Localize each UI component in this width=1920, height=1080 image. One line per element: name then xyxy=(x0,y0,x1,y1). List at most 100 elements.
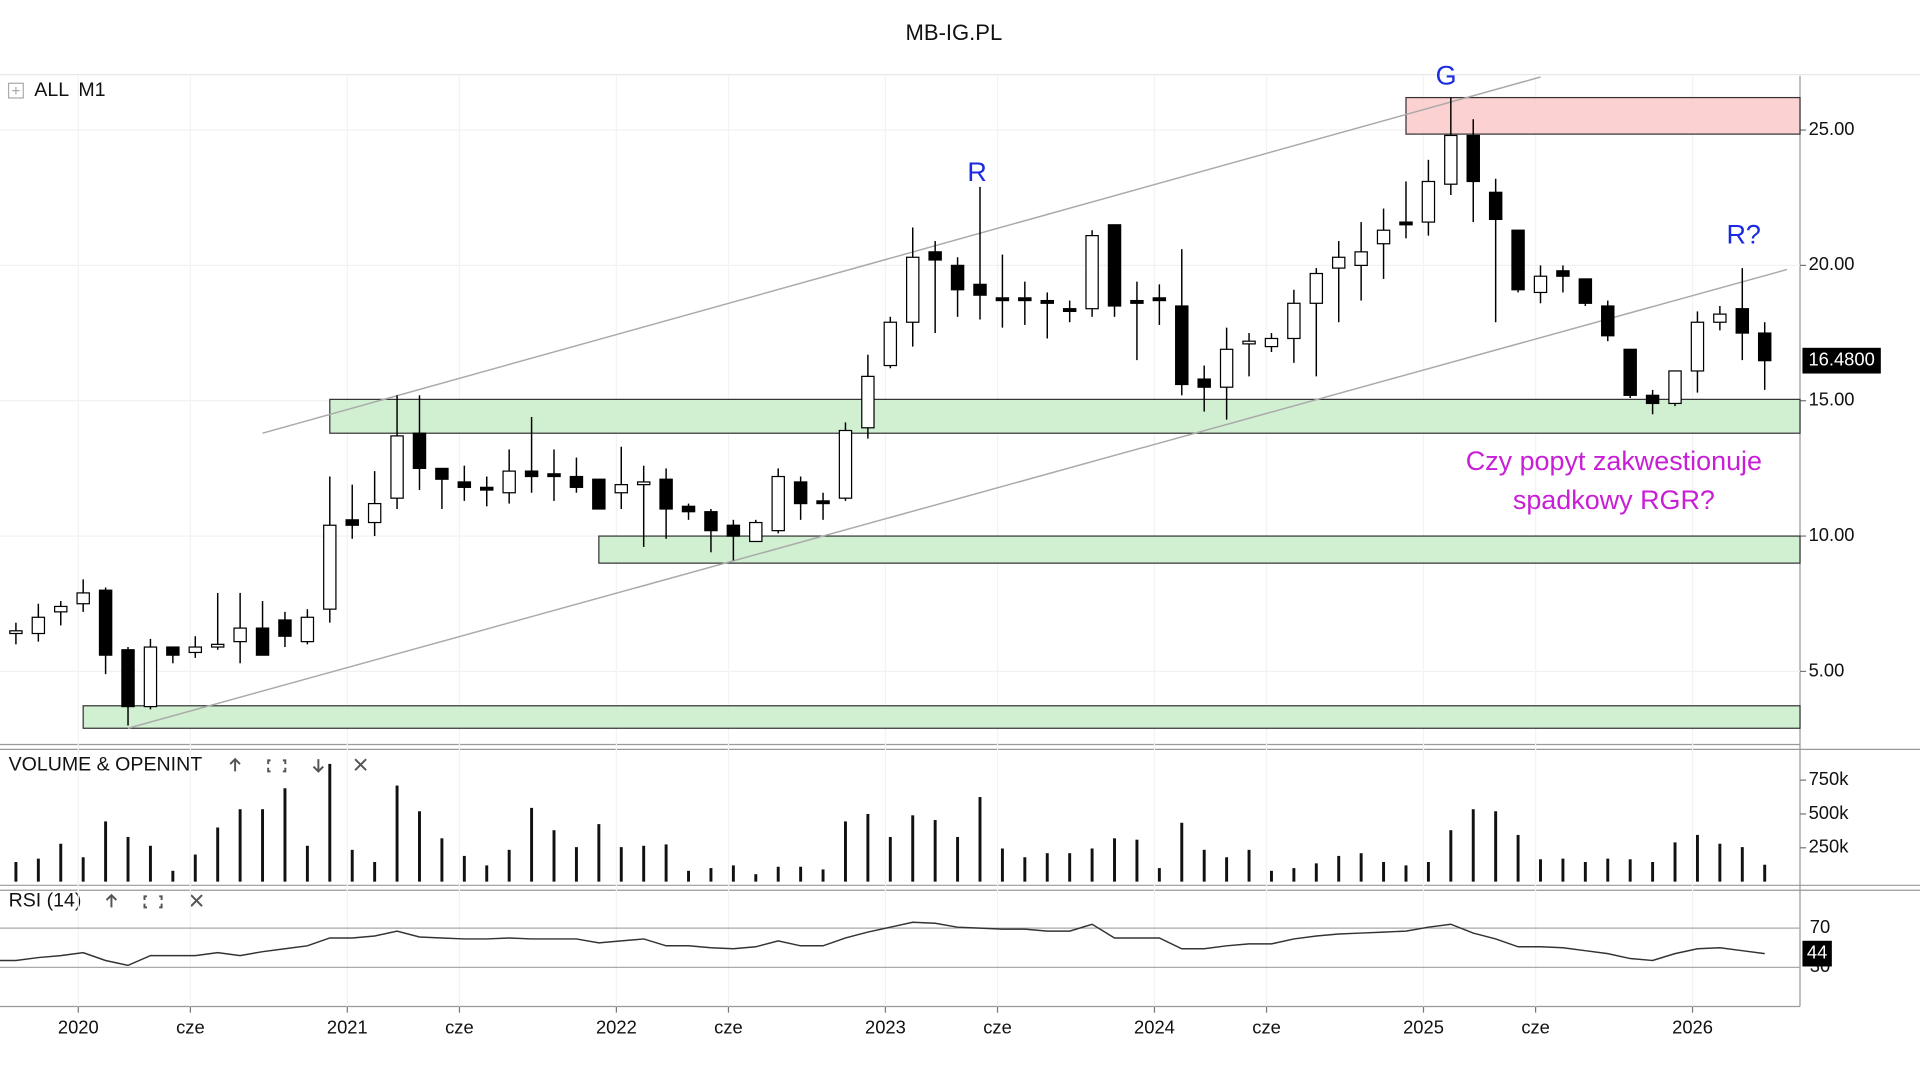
x-tick-label: cze xyxy=(445,1016,474,1037)
candle-body xyxy=(233,627,247,643)
candle-body xyxy=(793,481,808,505)
volume-bar xyxy=(1628,859,1632,882)
chart-title: MB-IG.PL xyxy=(906,20,1003,45)
candle-body xyxy=(1713,313,1727,323)
candle-body xyxy=(816,500,830,505)
rsi-controls[interactable] xyxy=(105,893,203,909)
volume-bar xyxy=(328,763,332,882)
candle-body xyxy=(412,432,427,470)
volume-bar xyxy=(687,870,690,882)
volume-bar xyxy=(1247,849,1251,882)
candle-body xyxy=(278,619,292,637)
candle-body xyxy=(367,502,382,524)
volume-bar xyxy=(36,858,40,882)
volume-controls[interactable] xyxy=(229,757,367,773)
candle-body xyxy=(1062,308,1077,313)
x-tick-label: 2022 xyxy=(596,1016,637,1037)
volume-bar xyxy=(1292,868,1296,882)
candle-body xyxy=(255,627,270,656)
candle-body xyxy=(1735,308,1750,334)
volume-bar xyxy=(1449,830,1453,882)
volume-bar xyxy=(1225,857,1229,882)
volume-bar xyxy=(395,785,399,882)
candle-body xyxy=(1331,256,1346,269)
candle-body xyxy=(614,484,629,494)
y-tick-label: 500k xyxy=(1809,802,1850,823)
candle-body xyxy=(480,486,494,491)
volume-bar xyxy=(1539,859,1542,882)
trend-line xyxy=(262,76,1541,434)
volume-bar xyxy=(1404,865,1408,882)
volume-bar xyxy=(1606,858,1610,882)
y-tick-label: 10.00 xyxy=(1809,524,1855,545)
volume-bar xyxy=(1359,853,1363,882)
candle-body xyxy=(569,475,584,488)
volume-bar xyxy=(373,862,377,882)
zone xyxy=(598,535,1801,564)
x-tick-label: 2023 xyxy=(865,1016,906,1037)
volume-bar xyxy=(1695,834,1699,882)
volume-bar xyxy=(1180,822,1184,882)
volume-bar xyxy=(1314,863,1318,882)
candle-body xyxy=(1197,378,1211,388)
x-tick-label: 2021 xyxy=(327,1016,368,1037)
candle-body xyxy=(300,616,315,643)
expand-icon[interactable] xyxy=(7,82,24,99)
candle-body xyxy=(928,251,942,261)
y-tick-label: 250k xyxy=(1809,836,1850,857)
candle-body xyxy=(1488,191,1503,220)
volume-bar xyxy=(305,845,309,882)
volume-bar xyxy=(1673,842,1677,882)
volume-bar xyxy=(1113,838,1116,882)
x-tick-label: cze xyxy=(983,1016,1012,1037)
candle-body xyxy=(592,478,606,510)
volume-bar xyxy=(978,797,982,882)
annotation: R xyxy=(967,157,986,187)
y-tick-label: 750k xyxy=(1809,768,1850,789)
y-tick-label: 5.00 xyxy=(1809,659,1845,680)
volume-bar xyxy=(148,845,152,882)
candle-body xyxy=(681,505,696,513)
volume-bar xyxy=(59,843,63,882)
volume-bar xyxy=(911,815,915,882)
candle-body xyxy=(1444,134,1458,185)
candle-body xyxy=(1219,348,1234,388)
rsi-last-label: 44 xyxy=(1807,941,1827,962)
candle-body xyxy=(1690,321,1705,372)
volume-bar xyxy=(574,847,578,882)
volume-bar xyxy=(261,809,265,882)
candle-body xyxy=(98,589,113,656)
volume-bar xyxy=(171,870,175,882)
zone xyxy=(329,398,1801,434)
volume-bar xyxy=(619,847,623,882)
candle-body xyxy=(1107,224,1122,307)
volume-bar xyxy=(1426,862,1430,882)
volume-bar xyxy=(1740,847,1744,882)
candle-body xyxy=(435,467,449,480)
last-price-box xyxy=(1802,347,1881,374)
volume-bar xyxy=(193,854,197,882)
volume-bar xyxy=(1045,853,1049,882)
annotation: R? xyxy=(1726,219,1760,249)
zone xyxy=(82,705,1801,729)
candle-body xyxy=(995,297,1010,302)
note: spadkowy RGR? xyxy=(1513,485,1715,515)
volume-bar xyxy=(821,869,825,882)
volume-bar xyxy=(462,855,466,882)
volume-bar xyxy=(1382,862,1386,882)
volume-bar xyxy=(933,820,937,882)
x-tick-label: cze xyxy=(714,1016,743,1037)
zone xyxy=(1405,96,1801,135)
volume-bar xyxy=(1269,870,1273,882)
candle-body xyxy=(1533,275,1548,294)
volume-bar xyxy=(418,811,421,882)
volume-bar xyxy=(104,821,108,882)
candle-body xyxy=(457,481,472,488)
candle-body xyxy=(1556,270,1570,277)
candle-body xyxy=(659,478,673,510)
last-price-label: 16.4800 xyxy=(1808,349,1874,370)
candle-body xyxy=(861,375,875,429)
volume-bar xyxy=(731,865,735,882)
candle-body xyxy=(1018,297,1032,302)
candle-body xyxy=(121,649,135,708)
